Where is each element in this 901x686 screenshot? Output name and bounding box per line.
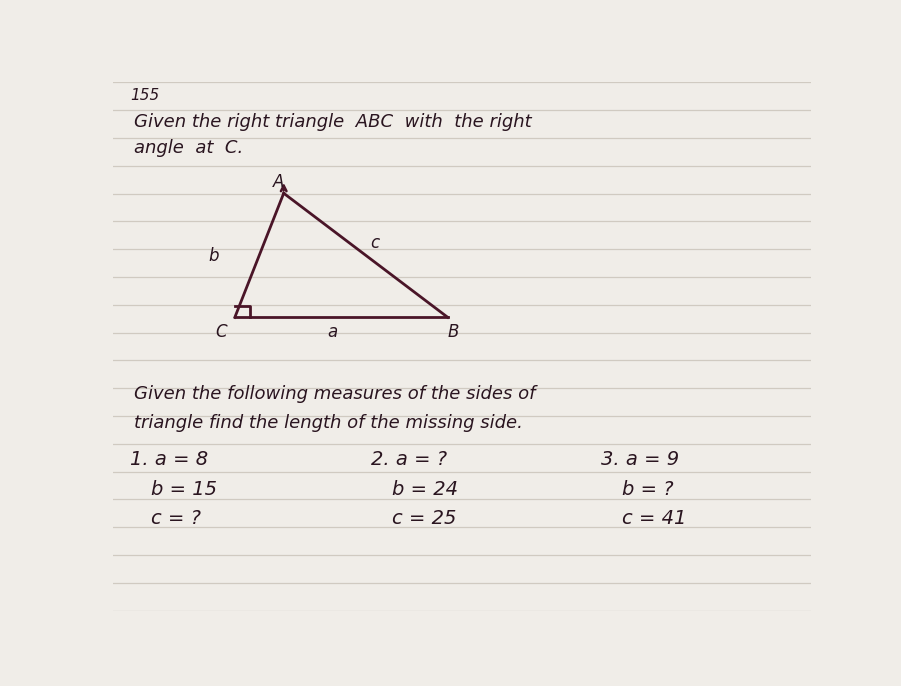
Text: b = 15: b = 15 [151,480,217,499]
Text: c: c [370,235,379,252]
Text: C: C [215,322,227,341]
Text: b = ?: b = ? [623,480,674,499]
Text: a: a [327,322,338,341]
Text: b = 24: b = 24 [392,480,458,499]
Text: triangle find the length of the missing side.: triangle find the length of the missing … [133,414,523,432]
Text: Given the right triangle  ABC  with  the right: Given the right triangle ABC with the ri… [133,113,532,131]
Text: b: b [209,246,219,265]
Text: 3. a = 9: 3. a = 9 [602,451,679,469]
Text: 155: 155 [130,88,159,103]
Text: Given the following measures of the sides of: Given the following measures of the side… [133,385,535,403]
Text: c = ?: c = ? [151,508,201,528]
Text: c = 41: c = 41 [623,508,687,528]
Text: 1. a = 8: 1. a = 8 [130,451,208,469]
Text: 2. a = ?: 2. a = ? [371,451,447,469]
Text: c = 25: c = 25 [392,508,456,528]
Text: angle  at  C.: angle at C. [133,139,243,157]
Text: B: B [448,322,460,341]
Text: A: A [273,173,285,191]
